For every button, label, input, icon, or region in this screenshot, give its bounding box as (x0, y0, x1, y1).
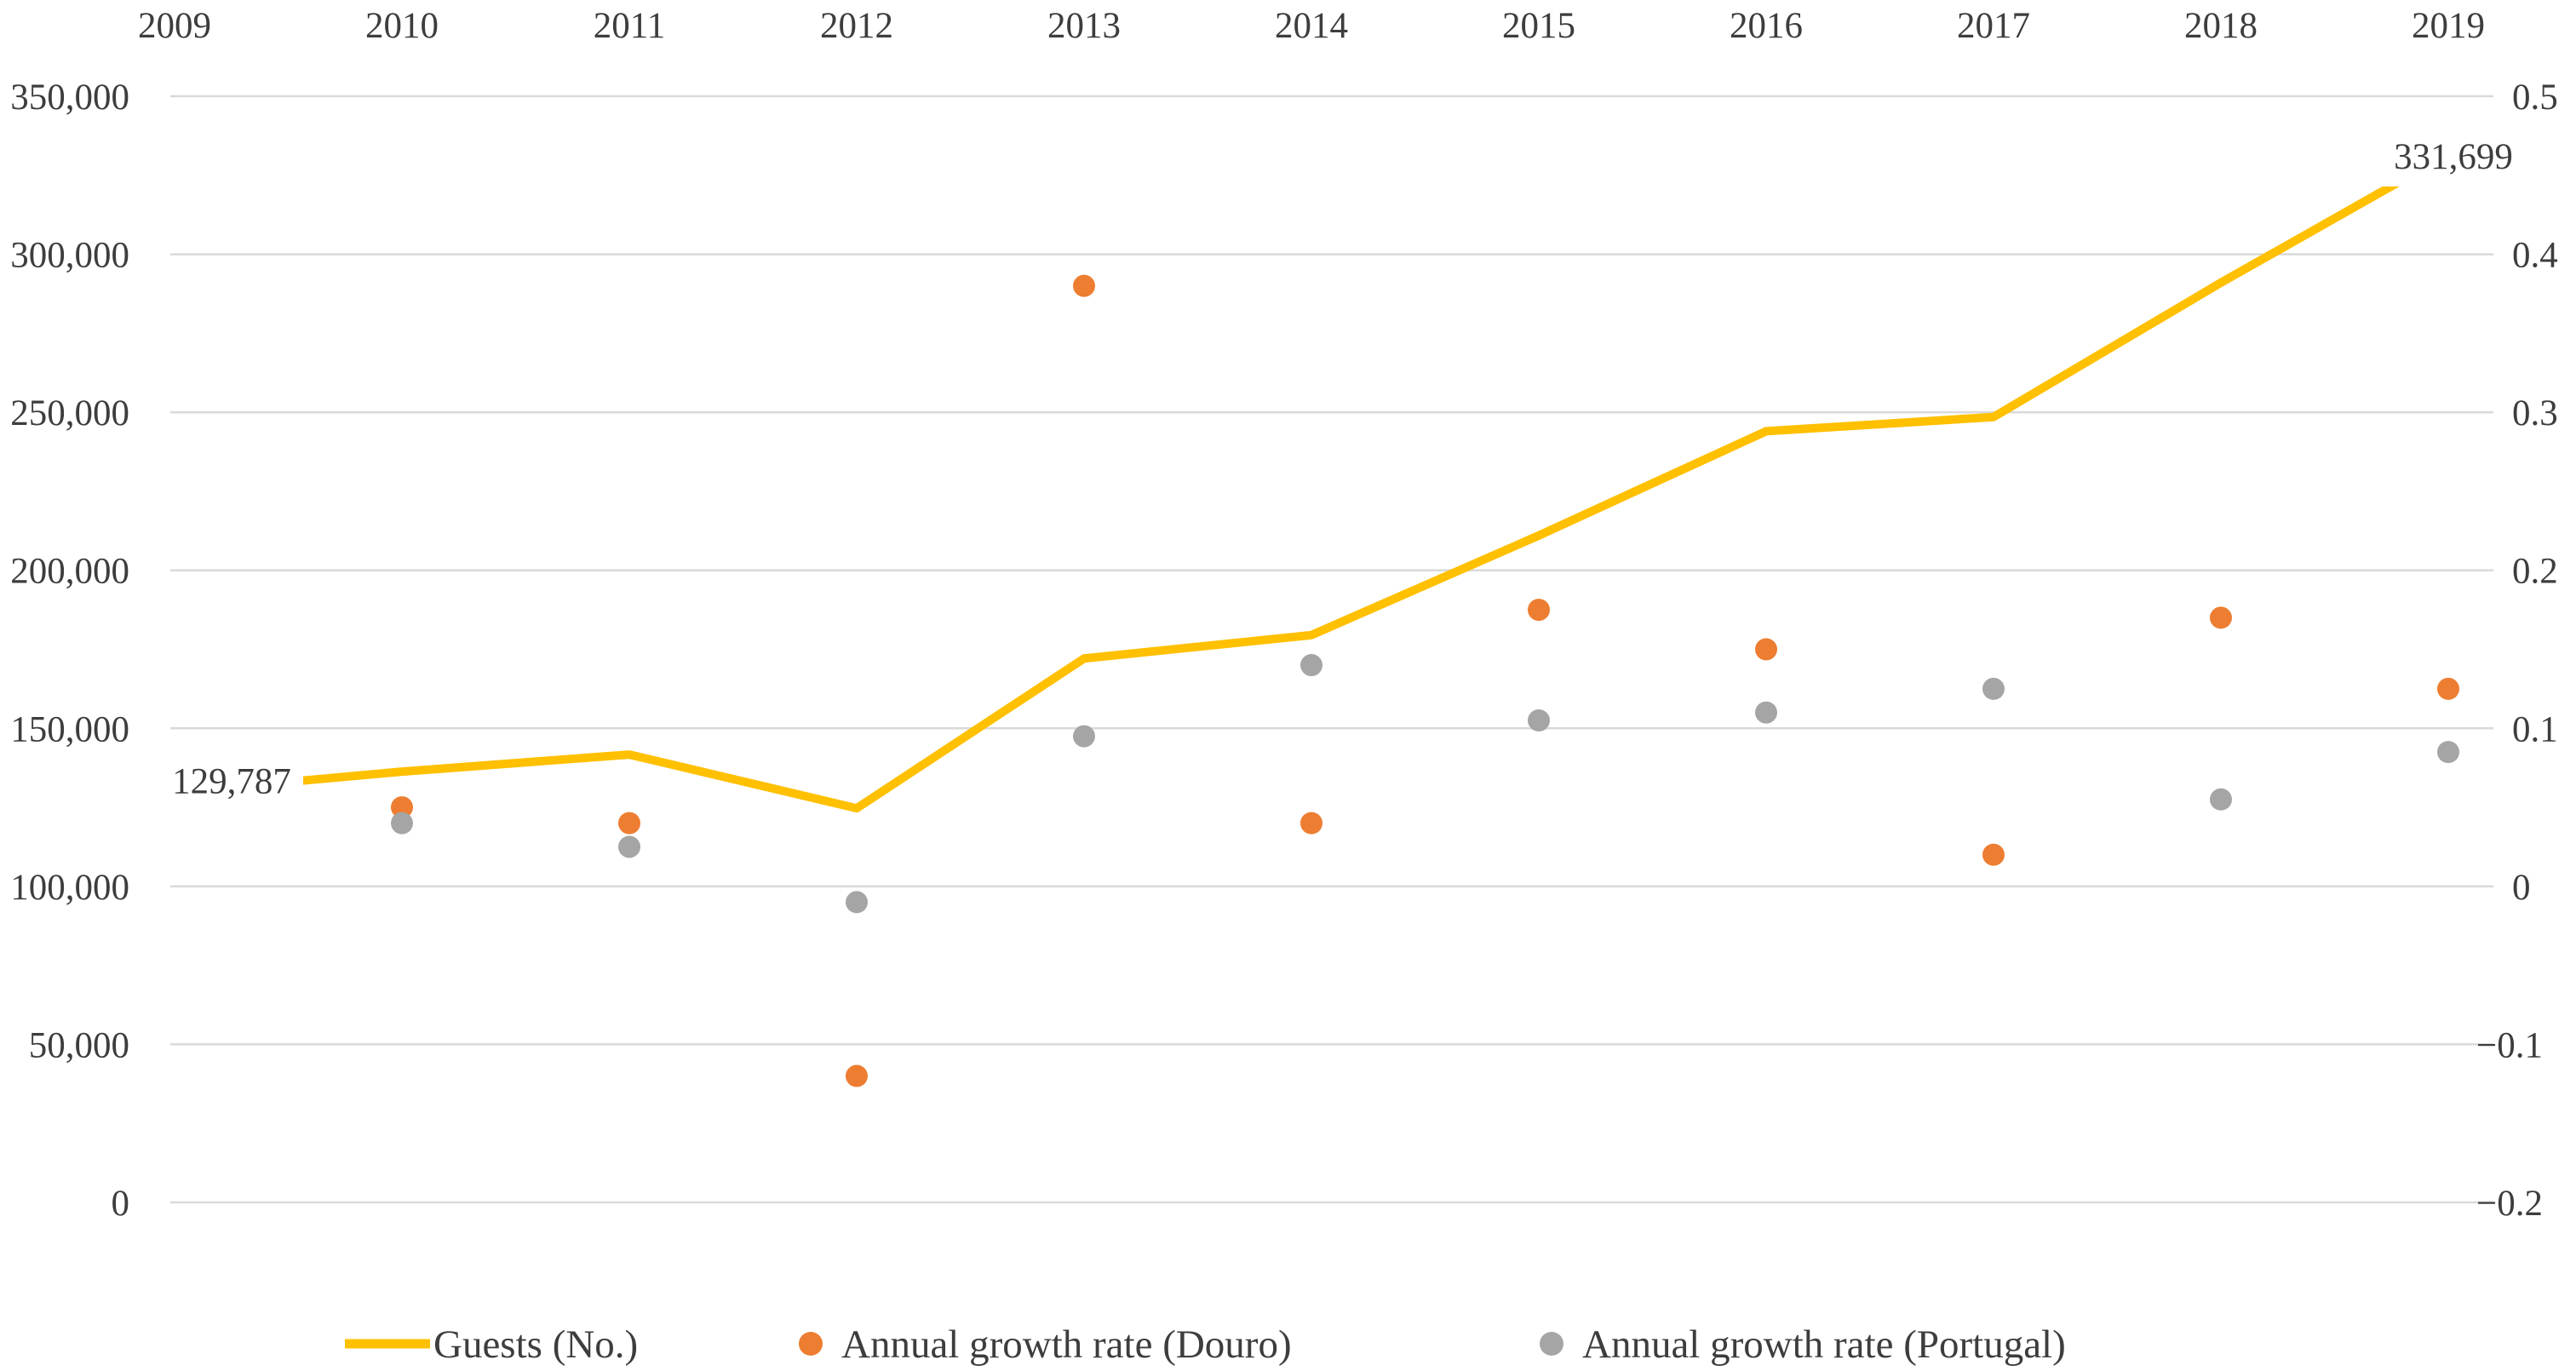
right-axis-tick-label: 0 (2512, 868, 2531, 908)
portugal-dot (2210, 788, 2232, 811)
portugal-dot (391, 812, 413, 835)
portugal-dot (618, 835, 640, 858)
gridlines (170, 95, 2493, 1204)
data-label-bg (2362, 124, 2544, 186)
portugal-dot (1073, 725, 1095, 748)
x-axis-year-label: 2009 (138, 6, 211, 46)
x-axis-year-label: 2012 (820, 6, 893, 46)
right-axis-tick-label: 0.4 (2512, 236, 2558, 276)
right-axis-tick-label: −0.1 (2476, 1025, 2543, 1065)
douro-dot (1982, 843, 2005, 866)
portugal-dot (1755, 701, 1777, 724)
legend-douro-dot-swatch (799, 1332, 823, 1356)
x-axis-year-label: 2015 (1502, 6, 1575, 46)
right-axis-tick-label: −0.2 (2476, 1184, 2543, 1224)
series-layer (170, 149, 2459, 1087)
x-axis-year-label: 2018 (2184, 6, 2258, 46)
data-label-bg (160, 751, 303, 810)
douro-dot (391, 796, 413, 819)
legend-guests-label: Guests (No.) (433, 1322, 638, 1367)
left-axis-tick-label: 350,000 (10, 77, 129, 118)
douro-dot (618, 812, 640, 835)
x-axis-year-label: 2016 (1730, 6, 1803, 46)
portugal-dot (2437, 741, 2459, 764)
douro-dot (1528, 599, 1550, 622)
x-axis-year-label: 2013 (1047, 6, 1121, 46)
legend-douro-label: Annual growth rate (Douro) (841, 1322, 1292, 1367)
portugal-dot (1300, 654, 1322, 677)
x-axis-year-labels: 2009 2010 2011 2012 2013 2014 2015 2016 2017 2018… (138, 6, 2485, 46)
right-axis-tick-label: 0.5 (2512, 77, 2558, 118)
portugal-dot (1528, 709, 1550, 732)
x-axis-year-label: 2011 (594, 6, 665, 46)
x-axis-year-label: 2010 (365, 6, 439, 46)
left-axis-tick-label: 200,000 (10, 552, 129, 592)
legend-portugal-label: Annual growth rate (Portugal) (1582, 1322, 2066, 1367)
left-axis-tick-label: 250,000 (10, 393, 129, 433)
legend: Guests (No.) Annual growth rate (Douro) … (345, 1322, 2066, 1367)
right-axis-tick-label: 0.3 (2512, 393, 2558, 433)
douro-dot (2210, 606, 2232, 629)
data-label: 129,787 (172, 761, 291, 801)
left-axis-tick-label: 0 (112, 1184, 130, 1224)
guests-line (170, 149, 2453, 813)
right-axis-tick-label: 0.1 (2512, 709, 2558, 749)
douro-dot (2437, 677, 2459, 700)
data-label: 331,699 (2394, 137, 2513, 177)
portugal-dot (1982, 677, 2005, 700)
data-labels-layer: 129,787 331,699 (160, 124, 2544, 810)
legend-portugal-dot-swatch (1540, 1332, 1563, 1356)
left-axis-tick-label: 300,000 (10, 236, 129, 276)
x-axis-year-label: 2014 (1275, 6, 1348, 46)
right-axis-tick-label: 0.2 (2512, 552, 2558, 592)
douro-dot (846, 1064, 868, 1087)
douro-dot (1755, 638, 1777, 661)
left-axis-tick-label: 50,000 (29, 1025, 129, 1065)
left-y-axis-labels: 350,000 300,000 250,000 200,000 150,000 100,0… (10, 77, 129, 1224)
portugal-dot (846, 891, 868, 914)
left-axis-tick-label: 100,000 (10, 868, 129, 908)
x-axis-year-label: 2019 (2412, 6, 2485, 46)
x-axis-year-label: 2017 (1957, 6, 2030, 46)
right-y-axis-labels: 0.5 0.4 0.3 0.2 0.1 0 −0.1 −0.2 (2476, 77, 2558, 1224)
douro-dot (1300, 812, 1322, 835)
douro-dot (1073, 274, 1095, 297)
left-axis-tick-label: 150,000 (10, 709, 129, 749)
